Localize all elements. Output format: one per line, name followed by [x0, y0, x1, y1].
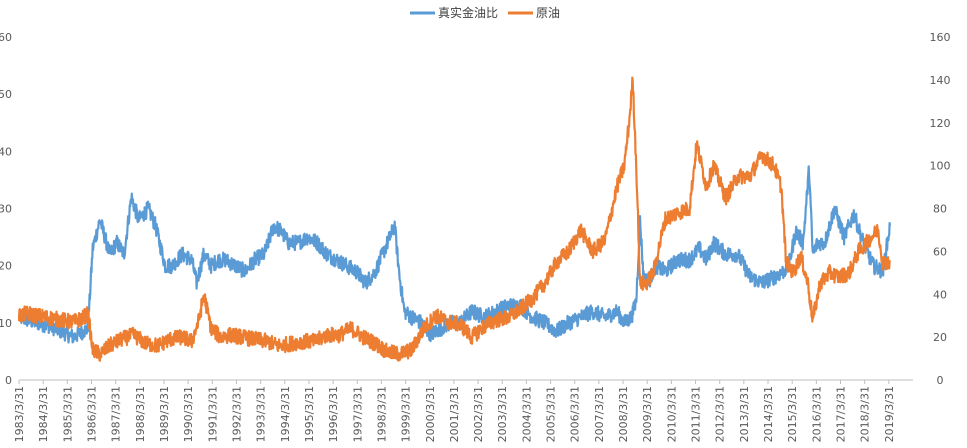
legend-label: 原油: [536, 6, 560, 20]
x-tick-label: 1990/3/31: [182, 386, 195, 442]
right-tick-label: 160: [930, 31, 951, 44]
x-tick-label: 2014/3/31: [762, 386, 775, 442]
left-tick-label: 20: [0, 260, 12, 273]
x-tick-label: 1983/3/31: [13, 386, 26, 442]
right-tick-label: 140: [930, 74, 951, 87]
legend-label: 真实金油比: [438, 5, 498, 20]
x-tick-label: 1985/3/31: [61, 386, 74, 442]
x-tick-label: 2006/3/31: [569, 386, 582, 442]
x-tick-label: 2000/3/31: [424, 386, 437, 442]
x-axis: 1983/3/31 1984/3/31 1985/3/31 1986/3/31 1987…: [13, 379, 913, 442]
right-y-axis: 0 20 40 60 80 100 120 140 160: [930, 31, 951, 387]
left-y-axis: 0 10 20 30 40 50 60: [0, 31, 12, 387]
series-layer: [17, 76, 892, 362]
x-tick-label: 2003/3/31: [496, 386, 509, 442]
x-tick-label: 1992/3/31: [230, 386, 243, 442]
x-tick-label: 1994/3/31: [279, 386, 292, 442]
legend: 真实金油比 原油: [410, 5, 560, 20]
x-tick-label: 1984/3/31: [37, 386, 50, 442]
x-tick-label: 2018/3/31: [859, 386, 872, 442]
x-tick-label: 2008/3/31: [617, 386, 630, 442]
right-tick-label: 80: [933, 203, 947, 216]
x-tick-label: 2013/3/31: [738, 386, 751, 442]
right-tick-label: 20: [933, 331, 947, 344]
x-tick-label: 2004/3/31: [520, 386, 533, 442]
left-tick-label: 60: [0, 31, 12, 44]
right-tick-label: 40: [933, 288, 947, 301]
left-tick-label: 0: [5, 374, 12, 387]
x-tick-label: 2007/3/31: [593, 386, 606, 442]
x-tick-label: 2016/3/31: [810, 386, 823, 442]
x-tick-label: 2017/3/31: [835, 386, 848, 442]
left-tick-label: 30: [0, 203, 12, 216]
left-tick-label: 40: [0, 145, 12, 158]
x-tick-label: 2010/3/31: [665, 386, 678, 442]
x-tick-label: 2005/3/31: [545, 386, 558, 442]
left-tick-label: 10: [0, 317, 12, 330]
right-tick-label: 0: [937, 374, 944, 387]
x-tick-label: 2019/3/31: [883, 386, 896, 442]
x-tick-label: 1989/3/31: [158, 386, 171, 442]
x-tick-label: 1993/3/31: [255, 386, 268, 442]
x-tick-label: 1999/3/31: [400, 386, 413, 442]
x-tick-label: 1996/3/31: [327, 386, 340, 442]
x-tick-label: 2002/3/31: [472, 386, 485, 442]
right-tick-label: 120: [930, 117, 951, 130]
left-tick-label: 50: [0, 88, 12, 101]
x-tick-label: 1986/3/31: [85, 386, 98, 442]
x-tick-label: 2009/3/31: [641, 386, 654, 442]
x-tick-label: 1995/3/31: [303, 386, 316, 442]
x-tick-label: 1998/3/31: [375, 386, 388, 442]
right-tick-label: 60: [933, 245, 947, 258]
x-tick-label: 1987/3/31: [110, 386, 123, 442]
x-tick-label: 2011/3/31: [690, 386, 703, 442]
x-tick-label: 2012/3/31: [714, 386, 727, 442]
x-tick-label: 2015/3/31: [786, 386, 799, 442]
x-tick-label: 1997/3/31: [351, 386, 364, 442]
x-tick-label: 1988/3/31: [134, 386, 147, 442]
x-tick-label: 2001/3/31: [448, 386, 461, 442]
crude-oil-line: [17, 76, 892, 362]
right-tick-label: 100: [930, 160, 951, 173]
x-tick-label: 1991/3/31: [206, 386, 219, 442]
